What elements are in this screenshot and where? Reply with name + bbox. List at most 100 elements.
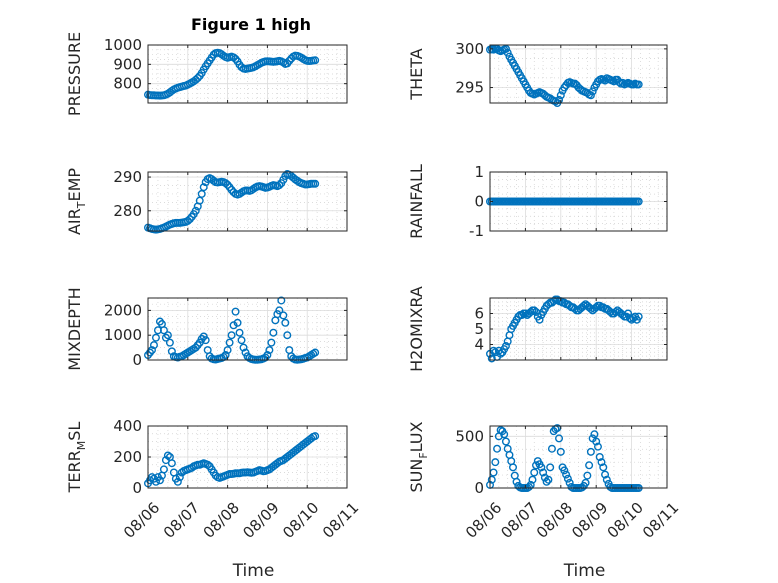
data-point bbox=[267, 338, 276, 347]
data-point bbox=[579, 301, 588, 310]
y-tick-label: -1 bbox=[469, 222, 484, 240]
data-point bbox=[203, 460, 212, 469]
y-axis-label: TERRMSL bbox=[65, 422, 88, 494]
data-point bbox=[223, 180, 232, 189]
data-point bbox=[556, 447, 565, 456]
data-point bbox=[155, 476, 164, 485]
y-tick-label: 4 bbox=[474, 336, 484, 354]
data-point bbox=[560, 466, 569, 475]
data-point bbox=[227, 185, 236, 194]
data-point bbox=[586, 304, 595, 313]
data-point bbox=[311, 432, 320, 441]
data-point bbox=[225, 338, 234, 347]
data-point bbox=[221, 179, 230, 188]
data-point bbox=[634, 312, 643, 321]
y-tick-label: 2000 bbox=[104, 301, 142, 319]
y-tick-label: 400 bbox=[113, 417, 142, 435]
axes-frame bbox=[489, 425, 668, 489]
y-tick-label: 5 bbox=[474, 320, 484, 338]
data-point bbox=[283, 331, 292, 340]
data-point bbox=[634, 197, 643, 206]
subplot-3: 280 290 AIRTEMP bbox=[65, 168, 348, 235]
data-point bbox=[487, 475, 496, 484]
data-point bbox=[547, 444, 556, 453]
data-point bbox=[311, 179, 320, 188]
data-point bbox=[149, 341, 158, 350]
y-tick-label: 1 bbox=[474, 163, 484, 181]
data-point bbox=[281, 318, 290, 327]
data-point bbox=[583, 471, 592, 480]
y-tick-label: 0 bbox=[474, 193, 484, 211]
data-point bbox=[275, 306, 284, 315]
data-point bbox=[592, 437, 601, 446]
data-point bbox=[159, 465, 168, 474]
data-point bbox=[265, 346, 274, 355]
y-tick-label: 6 bbox=[474, 305, 484, 323]
y-tick-label: 295 bbox=[455, 79, 484, 97]
y-tick-label: 300 bbox=[455, 40, 484, 58]
data-point bbox=[501, 342, 510, 351]
data-point bbox=[599, 463, 608, 472]
data-point bbox=[493, 444, 502, 453]
axes-frame bbox=[147, 297, 348, 361]
y-axis-label: MIXDEPTH bbox=[65, 287, 84, 370]
data-point bbox=[187, 463, 196, 472]
data-point bbox=[165, 338, 174, 347]
data-point bbox=[624, 309, 633, 318]
data-point bbox=[273, 459, 282, 468]
data-point bbox=[147, 346, 156, 355]
data-point bbox=[634, 80, 643, 89]
data-point bbox=[285, 56, 294, 65]
subplot-4: -1 0 1 RAINFALL bbox=[407, 163, 668, 240]
data-point bbox=[530, 306, 539, 315]
figure-title: Figure 1 high bbox=[191, 15, 311, 34]
data-point bbox=[277, 296, 286, 305]
data-point bbox=[193, 74, 202, 83]
data-point bbox=[199, 183, 208, 192]
data-point bbox=[586, 91, 595, 100]
data-point bbox=[163, 331, 172, 340]
data-point bbox=[602, 475, 611, 484]
x-axis-label: Time bbox=[232, 561, 275, 581]
y-tick-label: 280 bbox=[113, 202, 142, 220]
data-point bbox=[586, 447, 595, 456]
data-point bbox=[546, 463, 555, 472]
data-point bbox=[625, 314, 634, 323]
data-point bbox=[539, 468, 548, 477]
data-point bbox=[588, 87, 597, 96]
data-point bbox=[509, 463, 518, 472]
data-point bbox=[611, 307, 620, 316]
y-tick-label: 800 bbox=[113, 75, 142, 93]
data-point bbox=[601, 470, 610, 479]
data-point bbox=[279, 311, 288, 320]
data-point bbox=[231, 307, 240, 316]
data-point bbox=[239, 343, 248, 352]
data-point bbox=[512, 477, 521, 486]
data-point bbox=[185, 215, 194, 224]
data-point bbox=[542, 477, 551, 486]
data-point bbox=[487, 354, 496, 363]
data-point bbox=[183, 216, 192, 225]
y-tick-label: 200 bbox=[113, 448, 142, 466]
data-point bbox=[151, 333, 160, 342]
subplot-6: 456 H2OMIXRA bbox=[407, 286, 668, 372]
data-point bbox=[167, 347, 176, 356]
data-point bbox=[555, 434, 564, 443]
subplot-5: 0 1000 2000 MIXDEPTH bbox=[65, 287, 348, 371]
y-axis-label: AIRTEMP bbox=[65, 168, 88, 235]
subplot-2: 295 300 THETA bbox=[407, 40, 668, 107]
data-point bbox=[503, 48, 512, 57]
data-point bbox=[227, 331, 236, 340]
data-point bbox=[237, 336, 246, 345]
y-tick-label: 500 bbox=[455, 427, 484, 445]
y-axis-label: H2OMIXRA bbox=[407, 286, 426, 372]
data-point bbox=[556, 91, 565, 100]
data-point bbox=[521, 309, 530, 318]
y-tick-label: 900 bbox=[113, 55, 142, 73]
data-point bbox=[275, 181, 284, 190]
y-tick-label: 290 bbox=[113, 168, 142, 186]
data-point bbox=[593, 442, 602, 451]
data-point bbox=[530, 468, 539, 477]
